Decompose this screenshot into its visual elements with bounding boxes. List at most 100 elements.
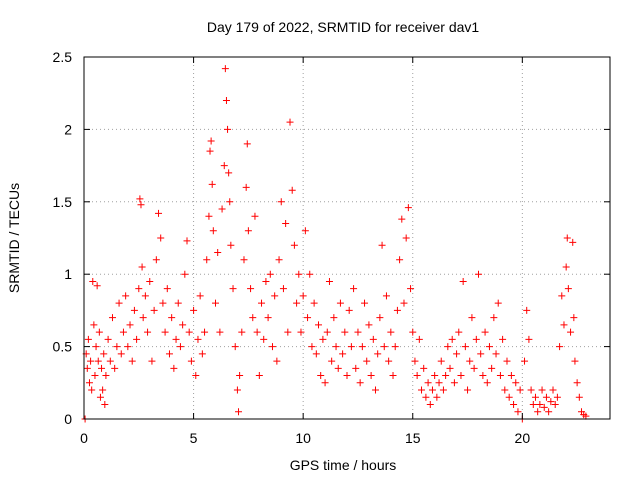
data-point — [205, 212, 213, 220]
data-point — [411, 357, 419, 365]
y-tick-label: 2.5 — [53, 49, 73, 65]
y-tick-label: 0 — [64, 411, 72, 427]
data-point — [521, 357, 529, 365]
data-point — [277, 198, 285, 206]
data-point — [236, 372, 244, 380]
data-point — [92, 343, 100, 351]
data-point — [426, 401, 434, 409]
data-point — [279, 285, 287, 293]
data-point — [516, 386, 524, 394]
data-point — [492, 350, 500, 358]
data-point — [229, 285, 237, 293]
data-point — [540, 403, 548, 411]
data-point — [96, 393, 104, 401]
data-point — [387, 328, 395, 336]
data-point — [433, 393, 441, 401]
data-point — [341, 328, 349, 336]
data-point — [453, 350, 461, 358]
data-point — [461, 343, 469, 351]
data-point — [192, 372, 200, 380]
data-point — [404, 204, 412, 212]
data-point — [549, 386, 557, 394]
data-point — [321, 379, 329, 387]
data-point — [563, 234, 571, 242]
data-point — [330, 314, 338, 322]
data-point — [235, 408, 243, 416]
data-point — [475, 270, 482, 278]
data-point — [135, 285, 143, 293]
data-point — [479, 372, 487, 380]
data-point — [356, 379, 364, 387]
data-point — [157, 234, 165, 242]
data-point — [99, 386, 107, 394]
data-point — [159, 299, 167, 307]
data-point — [146, 277, 154, 285]
data-point — [380, 343, 388, 351]
data-point — [293, 299, 301, 307]
data-point — [514, 408, 522, 416]
data-point — [273, 357, 281, 365]
data-point — [206, 147, 214, 155]
data-point — [472, 335, 480, 343]
x-tick-label: 15 — [405, 430, 421, 446]
data-point — [100, 350, 108, 358]
data-point — [545, 408, 553, 416]
data-point — [457, 372, 465, 380]
data-point — [402, 234, 410, 242]
data-point — [439, 386, 447, 394]
data-point — [558, 292, 566, 300]
data-point — [483, 379, 491, 387]
data-point — [415, 335, 423, 343]
data-point — [91, 372, 99, 380]
data-point — [94, 357, 102, 365]
data-point — [448, 335, 456, 343]
data-point — [536, 401, 544, 409]
x-axis-label: GPS time / hours — [290, 457, 397, 473]
x-tick-label: 20 — [515, 430, 531, 446]
data-point — [216, 328, 224, 336]
data-point — [179, 321, 187, 329]
data-points — [81, 65, 590, 423]
data-point — [161, 328, 169, 336]
data-point — [466, 357, 474, 365]
y-tick-label: 1.5 — [53, 194, 73, 210]
data-point — [286, 118, 294, 126]
data-point — [525, 335, 533, 343]
data-point — [551, 401, 559, 409]
data-point — [400, 299, 408, 307]
data-point — [422, 393, 430, 401]
data-point — [266, 270, 274, 278]
data-point — [95, 328, 103, 336]
data-point — [87, 357, 95, 365]
data-point — [312, 350, 320, 358]
x-tick-label: 0 — [80, 430, 88, 446]
data-point — [106, 357, 114, 365]
data-point — [247, 285, 255, 293]
data-point — [111, 364, 119, 372]
data-point — [152, 256, 160, 264]
data-point — [490, 314, 498, 322]
data-point — [369, 335, 377, 343]
data-point — [108, 314, 116, 322]
data-point — [225, 169, 233, 177]
data-point — [271, 292, 279, 300]
data-point — [420, 364, 428, 372]
data-point — [444, 343, 452, 351]
data-point — [185, 328, 193, 336]
data-point — [325, 277, 333, 285]
data-point — [553, 393, 561, 401]
data-point — [196, 292, 204, 300]
data-point — [442, 372, 450, 380]
data-point — [133, 335, 141, 343]
data-point — [523, 306, 531, 314]
data-point — [115, 299, 123, 307]
data-point — [251, 212, 259, 220]
data-point — [260, 335, 268, 343]
data-point — [214, 248, 222, 256]
data-point — [207, 137, 215, 145]
grid — [84, 57, 610, 419]
data-point — [382, 292, 390, 300]
y-tick-label: 0.5 — [53, 339, 73, 355]
data-point — [391, 343, 399, 351]
data-point — [470, 364, 478, 372]
